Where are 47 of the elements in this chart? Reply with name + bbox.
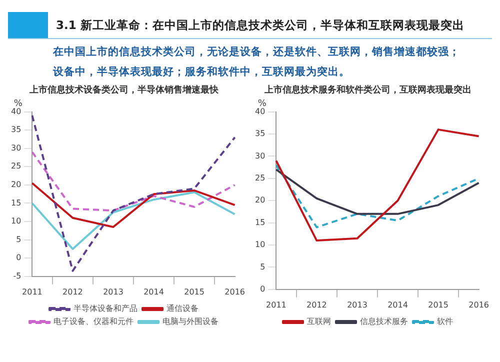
text: 3.1 新工业革命：在中国上市的信息技术类公司，半导体和互联网表现最突出 [56,18,464,32]
x-tick-label: 2016 [468,300,489,310]
y-tick-label: 0 [260,284,266,294]
y-tick-label: 15 [254,218,266,227]
x-tick-label: 2014 [388,300,408,310]
x-tick-label: 2013 [347,300,368,310]
y-tick-label: -5 [13,271,22,280]
y-tick-label: 35 [10,125,22,134]
legend-label: 通信设备 [166,304,198,314]
y-tick-label: 40 [10,106,22,116]
legend-label: 软件 [437,317,453,326]
y-tick-label: 25 [254,173,266,182]
y-axis-title: % [258,99,267,110]
x-tick-label: 2013 [103,287,124,296]
chart-title: 上市信息技术服务和软件类公司，互联网表现最突出 [264,84,472,96]
legend-label: 电子设备、仪器和元件 [54,317,134,326]
y-tick-label: 20 [254,196,266,205]
text: 在中国上市的信息技术类公司，无论是设备，还是软件、互联网，销售增速都较强； [53,45,461,59]
y-tick-label: 0 [16,253,22,262]
y-tick-label: 15 [10,198,22,208]
y-tick-label: 35 [254,129,266,138]
x-tick-label: 2011 [22,287,42,296]
line-series [31,151,236,212]
y-tick-label: 5 [16,234,22,244]
y-tick-label: 20 [10,180,22,190]
x-tick-label: 2014 [144,287,164,296]
chart-title: 上市信息技术设备类公司，半导体销售增速最快 [28,84,220,96]
y-tick-label: 30 [254,151,266,160]
y-tick-label: 10 [254,240,266,250]
x-tick-label: 2016 [224,287,245,296]
x-tick-label: 2012 [306,300,327,310]
text: 设备中，半导体表现最好；服务和软件中，互联网最为突出。 [53,65,351,79]
y-tick-label: 30 [10,143,22,152]
x-tick-label: 2015 [428,300,448,310]
legend-label: 互联网 [307,317,331,326]
y-tick-label: 25 [10,162,22,171]
x-tick-label: 2015 [184,287,204,296]
legend-label: 信息技术服务 [360,317,408,326]
legend-label: 半导体设备和产品 [74,304,138,314]
x-tick-label: 2011 [266,300,286,310]
legend-label: 电脑与外围设备 [162,317,218,326]
x-tick-label: 2012 [62,287,83,296]
y-axis-title: % [14,99,23,110]
y-tick-label: 40 [254,106,266,116]
y-tick-label: 10 [10,216,22,226]
y-tick-label: 5 [260,262,266,272]
line-series [31,114,236,272]
